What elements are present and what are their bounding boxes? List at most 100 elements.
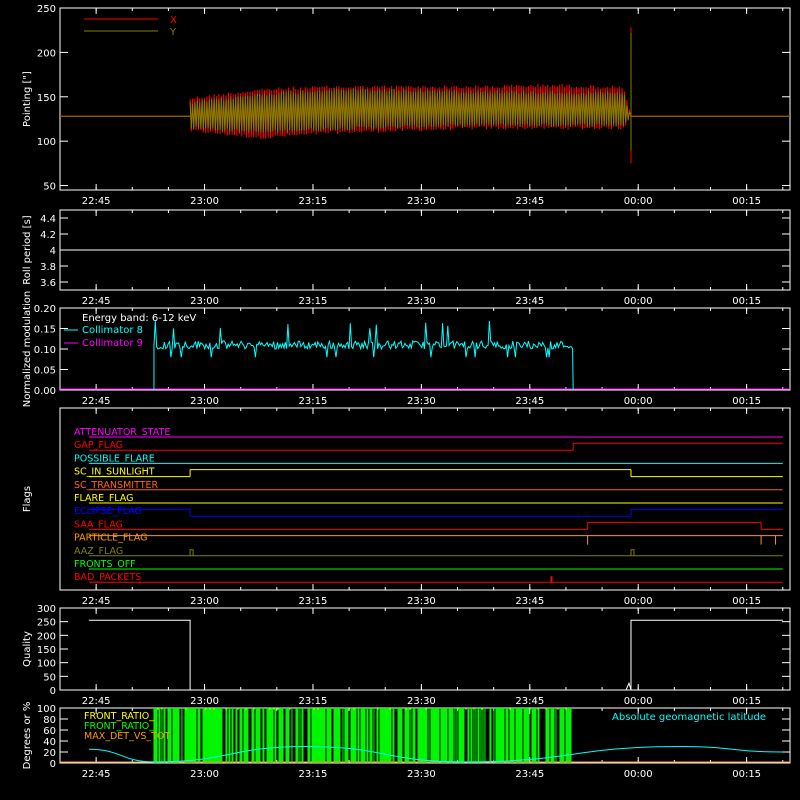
x-tick-label: 23:30 <box>407 296 436 307</box>
flag-label: SC_IN_SUNLIGHT <box>74 467 155 478</box>
x-tick-label: 23:45 <box>515 396 544 407</box>
legend-label: Collimator 9 <box>82 338 143 349</box>
x-tick-label: 23:30 <box>407 196 436 207</box>
y-tick-label: 3.6 <box>40 278 56 289</box>
flag-label: POSSIBLE_FLARE <box>74 453 155 464</box>
legend-label: Y <box>169 27 177 38</box>
x-tick-label: 23:45 <box>515 769 544 780</box>
x-tick-label: 23:15 <box>299 296 328 307</box>
x-tick-label: 00:00 <box>624 296 653 307</box>
x-tick-label: 23:30 <box>407 696 436 707</box>
series-line-Y <box>189 87 631 134</box>
x-tick-label: 00:15 <box>732 296 761 307</box>
y-axis-label: Flags <box>22 486 33 512</box>
y-tick-label: 0.20 <box>34 304 56 315</box>
y-tick-label: 100 <box>37 704 56 715</box>
y-tick-label: 150 <box>37 645 56 656</box>
quality-spike <box>625 681 632 691</box>
y-tick-label: 250 <box>37 618 56 629</box>
y-tick-label: 60 <box>43 726 56 737</box>
flag-label: GAP_FLAG <box>74 440 123 451</box>
y-tick-label: 4.4 <box>40 214 56 225</box>
flag-label: ECLIPSE_FLAG <box>74 506 142 517</box>
x-tick-label: 23:00 <box>190 596 219 607</box>
x-tick-label: 23:00 <box>190 296 219 307</box>
x-tick-label: 22:45 <box>82 596 111 607</box>
panel-6: 22:45 23:00 23:15 23:30 23:45 00:00 00:15 Degre… <box>22 702 791 780</box>
x-tick-label: 22:45 <box>82 696 111 707</box>
legend-label: Absolute geomagnetic latitude <box>612 712 766 723</box>
x-tick-label: 23:15 <box>299 396 328 407</box>
y-tick-label: 0 <box>50 759 56 770</box>
y-tick-label: 20 <box>43 748 56 759</box>
x-tick-label: 23:45 <box>515 296 544 307</box>
panel-5: 22:45 23:00 23:15 23:30 23:45 00:00 00:15 Quali… <box>22 604 791 707</box>
y-axis-label: Degrees or % <box>22 702 33 770</box>
panel-4: 22:45 23:00 23:15 23:30 23:45 00:00 00:15 Flags… <box>22 407 791 607</box>
x-tick-label: 23:45 <box>515 196 544 207</box>
y-tick-label: 4 <box>50 246 56 257</box>
y-tick-label: 0 <box>50 686 56 697</box>
y-tick-label: 0.00 <box>34 386 56 397</box>
x-tick-label: 00:00 <box>624 769 653 780</box>
y-tick-label: 0.15 <box>34 325 56 336</box>
flag-label: FLARE_FLAG <box>74 493 134 504</box>
panel-2: 22:45 23:00 23:15 23:30 23:45 00:00 00:15 Roll … <box>22 209 791 307</box>
y-tick-label: 200 <box>37 631 56 642</box>
y-axis-label: Roll period [s] <box>22 215 33 284</box>
aaz-event <box>189 549 194 556</box>
x-tick-label: 23:00 <box>190 696 219 707</box>
flag-label: PARTICLE_FLAG <box>74 533 147 544</box>
x-tick-label: 23:00 <box>190 196 219 207</box>
x-tick-label: 23:30 <box>407 596 436 607</box>
y-tick-label: 4.2 <box>40 230 56 241</box>
legend-label: MAX_DET_VS_TOT <box>84 731 170 742</box>
x-tick-label: 00:00 <box>624 396 653 407</box>
y-tick-label: 250 <box>37 4 56 15</box>
x-tick-label: 00:00 <box>624 596 653 607</box>
x-tick-label: 00:15 <box>732 396 761 407</box>
y-tick-label: 80 <box>43 715 56 726</box>
aaz-event <box>630 549 635 556</box>
y-tick-label: 100 <box>37 137 56 148</box>
x-tick-label: 23:15 <box>299 196 328 207</box>
plot-frame <box>59 407 791 591</box>
x-tick-label: 00:15 <box>732 769 761 780</box>
x-tick-label: 23:30 <box>407 396 436 407</box>
x-tick-label: 23:15 <box>299 769 328 780</box>
x-tick-label: 00:15 <box>732 196 761 207</box>
x-tick-label: 00:00 <box>624 696 653 707</box>
legend-label: Collimator 8 <box>82 325 143 336</box>
collimator-8-line <box>153 320 574 391</box>
flag-label: BAD_PACKETS <box>74 572 141 583</box>
x-tick-label: 22:45 <box>82 769 111 780</box>
legend-label: X <box>170 15 177 26</box>
y-axis-label: Normalized modulation <box>22 291 33 408</box>
y-tick-label: 150 <box>37 93 56 104</box>
x-tick-label: 00:15 <box>732 596 761 607</box>
flag-label: SAA_FLAG <box>74 519 123 530</box>
legend-label: FRONT_RATIO_ <box>84 711 154 722</box>
panel-1: 22:45 23:00 23:15 23:30 23:45 00:00 00:15 Point… <box>22 4 791 207</box>
y-axis-label: Quality <box>22 631 33 667</box>
legend-label: FRONT_RATIO_ <box>84 721 154 732</box>
flag-label: ATTENUATOR_STATE <box>74 427 170 438</box>
y-tick-label: 0.10 <box>34 345 56 356</box>
y-tick-label: 50 <box>43 672 56 683</box>
y-tick-label: 300 <box>37 604 56 615</box>
energy-band-annotation: Energy band: 6-12 keV <box>82 313 196 324</box>
x-tick-label: 23:00 <box>190 769 219 780</box>
y-tick-label: 50 <box>43 182 56 193</box>
plot-frame <box>59 7 791 191</box>
x-tick-label: 22:45 <box>82 396 111 407</box>
y-tick-label: 40 <box>43 737 56 748</box>
y-tick-label: 200 <box>37 48 56 59</box>
flag-label: SC_TRANSMITTER <box>74 480 159 491</box>
x-tick-label: 23:45 <box>515 596 544 607</box>
quality-line <box>88 619 783 691</box>
x-tick-label: 23:30 <box>407 769 436 780</box>
x-tick-label: 23:45 <box>515 696 544 707</box>
panel-3: 22:45 23:00 23:15 23:30 23:45 00:00 00:15 Norma… <box>22 291 791 408</box>
x-tick-label: 23:15 <box>299 596 328 607</box>
